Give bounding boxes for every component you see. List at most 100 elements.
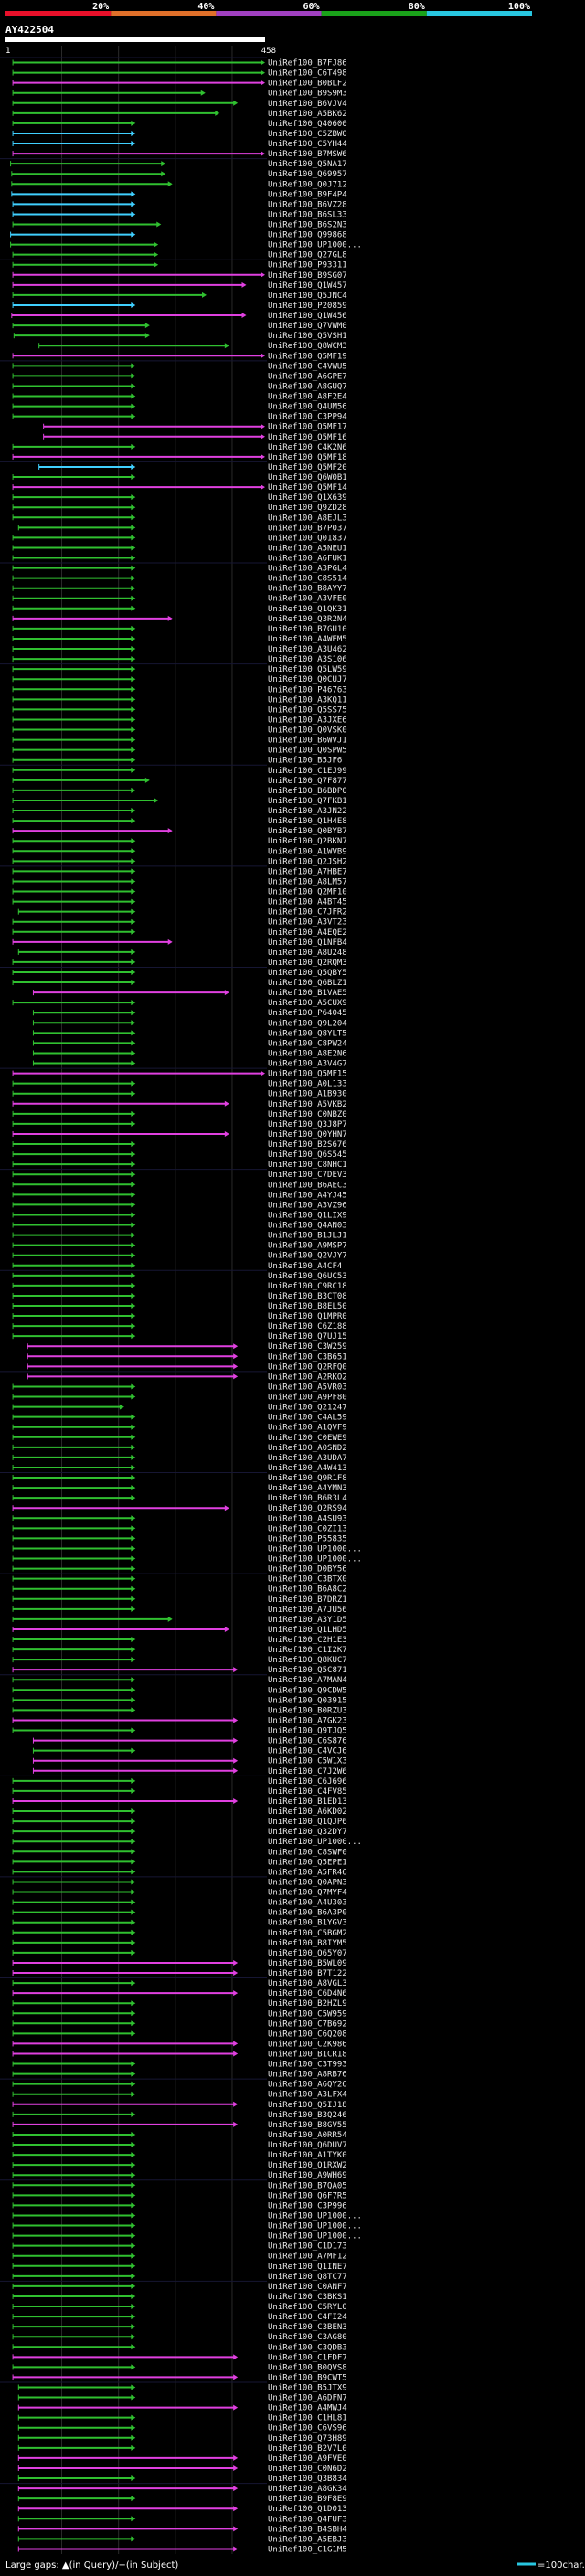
hit-label[interactable]: UniRef100_Q01837 [268, 534, 347, 543]
hit-label[interactable]: UniRef100_Q5EPE1 [268, 1858, 347, 1867]
hit-label[interactable]: UniRef100_Q1X639 [268, 493, 347, 503]
hit-label[interactable]: UniRef100_A1WVB9 [268, 847, 347, 856]
hit-label[interactable]: UniRef100_C6S876 [268, 1737, 347, 1746]
hit-label[interactable]: UniRef100_B0RZU3 [268, 1706, 347, 1715]
hit-label[interactable]: UniRef100_UP1000... [268, 1544, 362, 1553]
hit-label[interactable]: UniRef100_C7B692 [268, 2019, 347, 2029]
hit-label[interactable]: UniRef100_C1EJ99 [268, 767, 347, 776]
hit-label[interactable]: UniRef100_A4YJ45 [268, 1191, 347, 1200]
hit-label[interactable]: UniRef100_C3PP94 [268, 413, 347, 422]
hit-label[interactable]: UniRef100_B4SBH4 [268, 2525, 347, 2534]
hit-label[interactable]: UniRef100_C6J696 [268, 1777, 347, 1786]
hit-label[interactable]: UniRef100_Q5MF15 [268, 1070, 347, 1079]
hit-label[interactable]: UniRef100_B7T122 [268, 1969, 347, 1978]
hit-label[interactable]: UniRef100_A3VFE0 [268, 595, 347, 604]
hit-label[interactable]: UniRef100_Q0SPW5 [268, 747, 347, 756]
hit-label[interactable]: UniRef100_Q2VJY7 [268, 1252, 347, 1261]
hit-label[interactable]: UniRef100_Q5IJ18 [268, 2101, 347, 2110]
hit-label[interactable]: UniRef100_Q6DUV7 [268, 2141, 347, 2150]
hit-label[interactable]: UniRef100_A4MWJ4 [268, 2404, 347, 2413]
hit-label[interactable]: UniRef100_C4VWU5 [268, 362, 347, 371]
hit-label[interactable]: UniRef100_Q9CDW5 [268, 1686, 347, 1695]
hit-label[interactable]: UniRef100_Q5SS75 [268, 705, 347, 715]
hit-label[interactable]: UniRef100_A7MAN4 [268, 1676, 347, 1685]
hit-label[interactable]: UniRef100_Q1LHD5 [268, 1626, 347, 1635]
hit-label[interactable]: UniRef100_A8F2E4 [268, 393, 347, 402]
hit-label[interactable]: UniRef100_Q5MF19 [268, 352, 347, 361]
hit-label[interactable]: UniRef100_C5W1X3 [268, 1757, 347, 1766]
hit-label[interactable]: UniRef100_A6GPE7 [268, 372, 347, 381]
hit-label[interactable]: UniRef100_Q27GL8 [268, 251, 347, 260]
hit-label[interactable]: UniRef100_A5FR46 [268, 1868, 347, 1877]
hit-label[interactable]: UniRef100_C6Q208 [268, 2030, 347, 2039]
hit-label[interactable]: UniRef100_C7J2W6 [268, 1767, 347, 1776]
hit-label[interactable]: UniRef100_B6AEC3 [268, 1181, 347, 1190]
hit-label[interactable]: UniRef100_A4EQE2 [268, 928, 347, 938]
hit-label[interactable]: UniRef100_B7DRZ1 [268, 1595, 347, 1605]
hit-label[interactable]: UniRef100_B3Q246 [268, 2111, 347, 2120]
hit-label[interactable]: UniRef100_Q0APN3 [268, 1878, 347, 1887]
hit-label[interactable]: UniRef100_C5YH44 [268, 140, 347, 149]
hit-label[interactable]: UniRef100_Q3J8P7 [268, 1120, 347, 1129]
hit-label[interactable]: UniRef100_Q9TJQ5 [268, 1727, 347, 1736]
hit-label[interactable]: UniRef100_A7GK23 [268, 1716, 347, 1725]
hit-label[interactable]: UniRef100_A4CF4 [268, 1262, 342, 1271]
hit-label[interactable]: UniRef100_Q5MF17 [268, 423, 347, 432]
hit-label[interactable]: UniRef100_A6DFN7 [268, 2394, 347, 2403]
hit-label[interactable]: UniRef100_B6A3P0 [268, 1909, 347, 1918]
hit-label[interactable]: UniRef100_B6A8C2 [268, 1585, 347, 1595]
hit-label[interactable]: UniRef100_Q2BKN7 [268, 837, 347, 846]
hit-label[interactable]: UniRef100_Q6W0B1 [268, 473, 347, 482]
hit-label[interactable]: UniRef100_C3QDB3 [268, 2343, 347, 2352]
hit-label[interactable]: UniRef100_A3PGL4 [268, 565, 347, 574]
hit-label[interactable]: UniRef100_C4FV85 [268, 1787, 347, 1797]
hit-label[interactable]: UniRef100_Q5MF16 [268, 433, 347, 442]
hit-label[interactable]: UniRef100_Q3R2N4 [268, 615, 347, 624]
hit-label[interactable]: UniRef100_A8GK34 [268, 2485, 347, 2494]
hit-label[interactable]: UniRef100_Q0CUJ7 [268, 675, 347, 684]
hit-label[interactable]: UniRef100_Q0VSK0 [268, 726, 347, 736]
hit-label[interactable]: UniRef100_A8VGL3 [268, 1979, 347, 1988]
hit-label[interactable]: UniRef100_Q8YLT5 [268, 1029, 347, 1038]
hit-label[interactable]: UniRef100_B7MSW6 [268, 150, 347, 159]
hit-label[interactable]: UniRef100_Q1W457 [268, 281, 347, 291]
hit-label[interactable]: UniRef100_Q3B834 [268, 2475, 347, 2484]
hit-label[interactable]: UniRef100_A3V4G7 [268, 1060, 347, 1069]
hit-label[interactable]: UniRef100_Q1W456 [268, 312, 347, 321]
hit-label[interactable]: UniRef100_B8EL50 [268, 1302, 347, 1311]
hit-label[interactable]: UniRef100_Q8WCM3 [268, 342, 347, 351]
hit-label[interactable]: UniRef100_B5JTX9 [268, 2383, 347, 2392]
hit-label[interactable]: UniRef100_Q73H89 [268, 2434, 347, 2443]
hit-label[interactable]: UniRef100_D0BY56 [268, 1565, 347, 1574]
hit-label[interactable]: UniRef100_A4WEM5 [268, 635, 347, 644]
hit-label[interactable]: UniRef100_A3U462 [268, 645, 347, 654]
hit-label[interactable]: UniRef100_B1JLJ1 [268, 1232, 347, 1241]
hit-label[interactable]: UniRef100_C2H1E3 [268, 1636, 347, 1645]
hit-label[interactable]: UniRef100_UP1000... [268, 1555, 362, 1564]
hit-label[interactable]: UniRef100_C6Z188 [268, 1322, 347, 1331]
hit-label[interactable]: UniRef100_Q6S545 [268, 1150, 347, 1160]
hit-label[interactable]: UniRef100_B6VJV4 [268, 100, 347, 109]
hit-label[interactable]: UniRef100_B8GV55 [268, 2121, 347, 2130]
hit-label[interactable]: UniRef100_P20859 [268, 302, 347, 311]
hit-label[interactable]: UniRef100_A9PF80 [268, 1394, 347, 1403]
hit-label[interactable]: UniRef100_Q2RQM3 [268, 959, 347, 968]
hit-label[interactable]: UniRef100_A3UDA7 [268, 1454, 347, 1463]
hit-label[interactable]: UniRef100_P55835 [268, 1534, 347, 1543]
hit-label[interactable]: UniRef100_C3BTX0 [268, 1575, 347, 1585]
hit-label[interactable]: UniRef100_Q0J712 [268, 180, 347, 189]
hit-label[interactable]: UniRef100_A3JXE6 [268, 716, 347, 725]
hit-label[interactable]: UniRef100_C3BKS1 [268, 2293, 347, 2302]
hit-label[interactable]: UniRef100_Q5LW59 [268, 665, 347, 674]
hit-label[interactable]: UniRef100_C6VS96 [268, 2424, 347, 2433]
hit-label[interactable]: UniRef100_A5EBJ3 [268, 2535, 347, 2544]
hit-label[interactable]: UniRef100_Q9ZD28 [268, 504, 347, 513]
hit-label[interactable]: UniRef100_Q4UM56 [268, 403, 347, 412]
hit-label[interactable]: UniRef100_Q9L204 [268, 1019, 347, 1028]
hit-label[interactable]: UniRef100_A0RR54 [268, 2131, 347, 2140]
hit-label[interactable]: UniRef100_B6WVJ1 [268, 737, 347, 746]
hit-label[interactable]: UniRef100_Q7VWM0 [268, 322, 347, 331]
hit-label[interactable]: UniRef100_A0L133 [268, 1080, 347, 1089]
hit-label[interactable]: UniRef100_C8S514 [268, 575, 347, 584]
hit-label[interactable]: UniRef100_Q5MF18 [268, 453, 347, 462]
